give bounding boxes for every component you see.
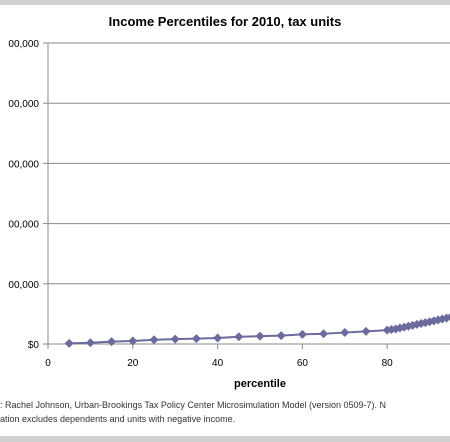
x-tick-label: 0 — [45, 358, 51, 369]
data-point-marker — [297, 329, 307, 339]
data-point-marker — [361, 326, 371, 336]
data-point-marker — [213, 333, 223, 343]
x-tick-label: 20 — [127, 358, 139, 369]
y-tick-label: 00,000 — [8, 220, 39, 231]
y-tick-label: 00,000 — [8, 39, 39, 50]
data-point-marker — [191, 334, 201, 344]
data-point-marker — [446, 313, 450, 321]
data-point-marker — [107, 337, 117, 347]
y-tick-label: 00,000 — [8, 159, 39, 170]
chart-title: Income Percentiles for 2010, tax units — [108, 14, 342, 29]
x-tick-label: 60 — [297, 358, 309, 369]
data-point-marker — [276, 331, 286, 341]
data-point-marker — [170, 334, 180, 344]
x-tick-label: 80 — [382, 358, 394, 369]
data-point-marker — [128, 336, 138, 346]
data-point-marker — [319, 329, 329, 339]
data-point-marker — [64, 338, 74, 348]
top-border-band — [0, 0, 450, 5]
x-axis-label: percentile — [234, 378, 286, 390]
data-point-marker — [255, 331, 265, 341]
data-point-marker — [149, 335, 159, 345]
data-point-marker — [234, 332, 244, 342]
data-point-marker — [340, 328, 350, 338]
data-point-marker — [85, 338, 95, 348]
source-note-line-2: ation excludes dependents and units with… — [0, 414, 236, 424]
bottom-border-band — [0, 436, 450, 442]
y-tick-label: 00,000 — [8, 280, 39, 291]
x-tick-label: 40 — [212, 358, 224, 369]
y-tick-label: $0 — [28, 340, 40, 351]
y-tick-label: 00,000 — [8, 99, 39, 110]
source-note-line-1: : Rachel Johnson, Urban-Brookings Tax Po… — [0, 400, 387, 410]
